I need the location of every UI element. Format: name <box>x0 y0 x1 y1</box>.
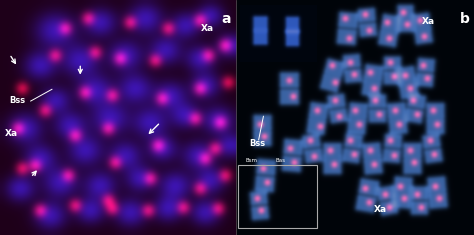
Text: Bsm: Bsm <box>246 158 257 163</box>
Bar <box>238 164 317 228</box>
Text: Xa: Xa <box>201 24 214 33</box>
Text: a: a <box>222 12 231 26</box>
Text: b: b <box>459 12 469 26</box>
Text: Bss: Bss <box>249 139 265 148</box>
Text: Bas: Bas <box>275 158 285 163</box>
Text: Xa: Xa <box>422 16 435 26</box>
Text: Xa: Xa <box>5 129 18 138</box>
Text: Bss: Bss <box>9 96 26 106</box>
Text: Xa: Xa <box>374 204 387 214</box>
